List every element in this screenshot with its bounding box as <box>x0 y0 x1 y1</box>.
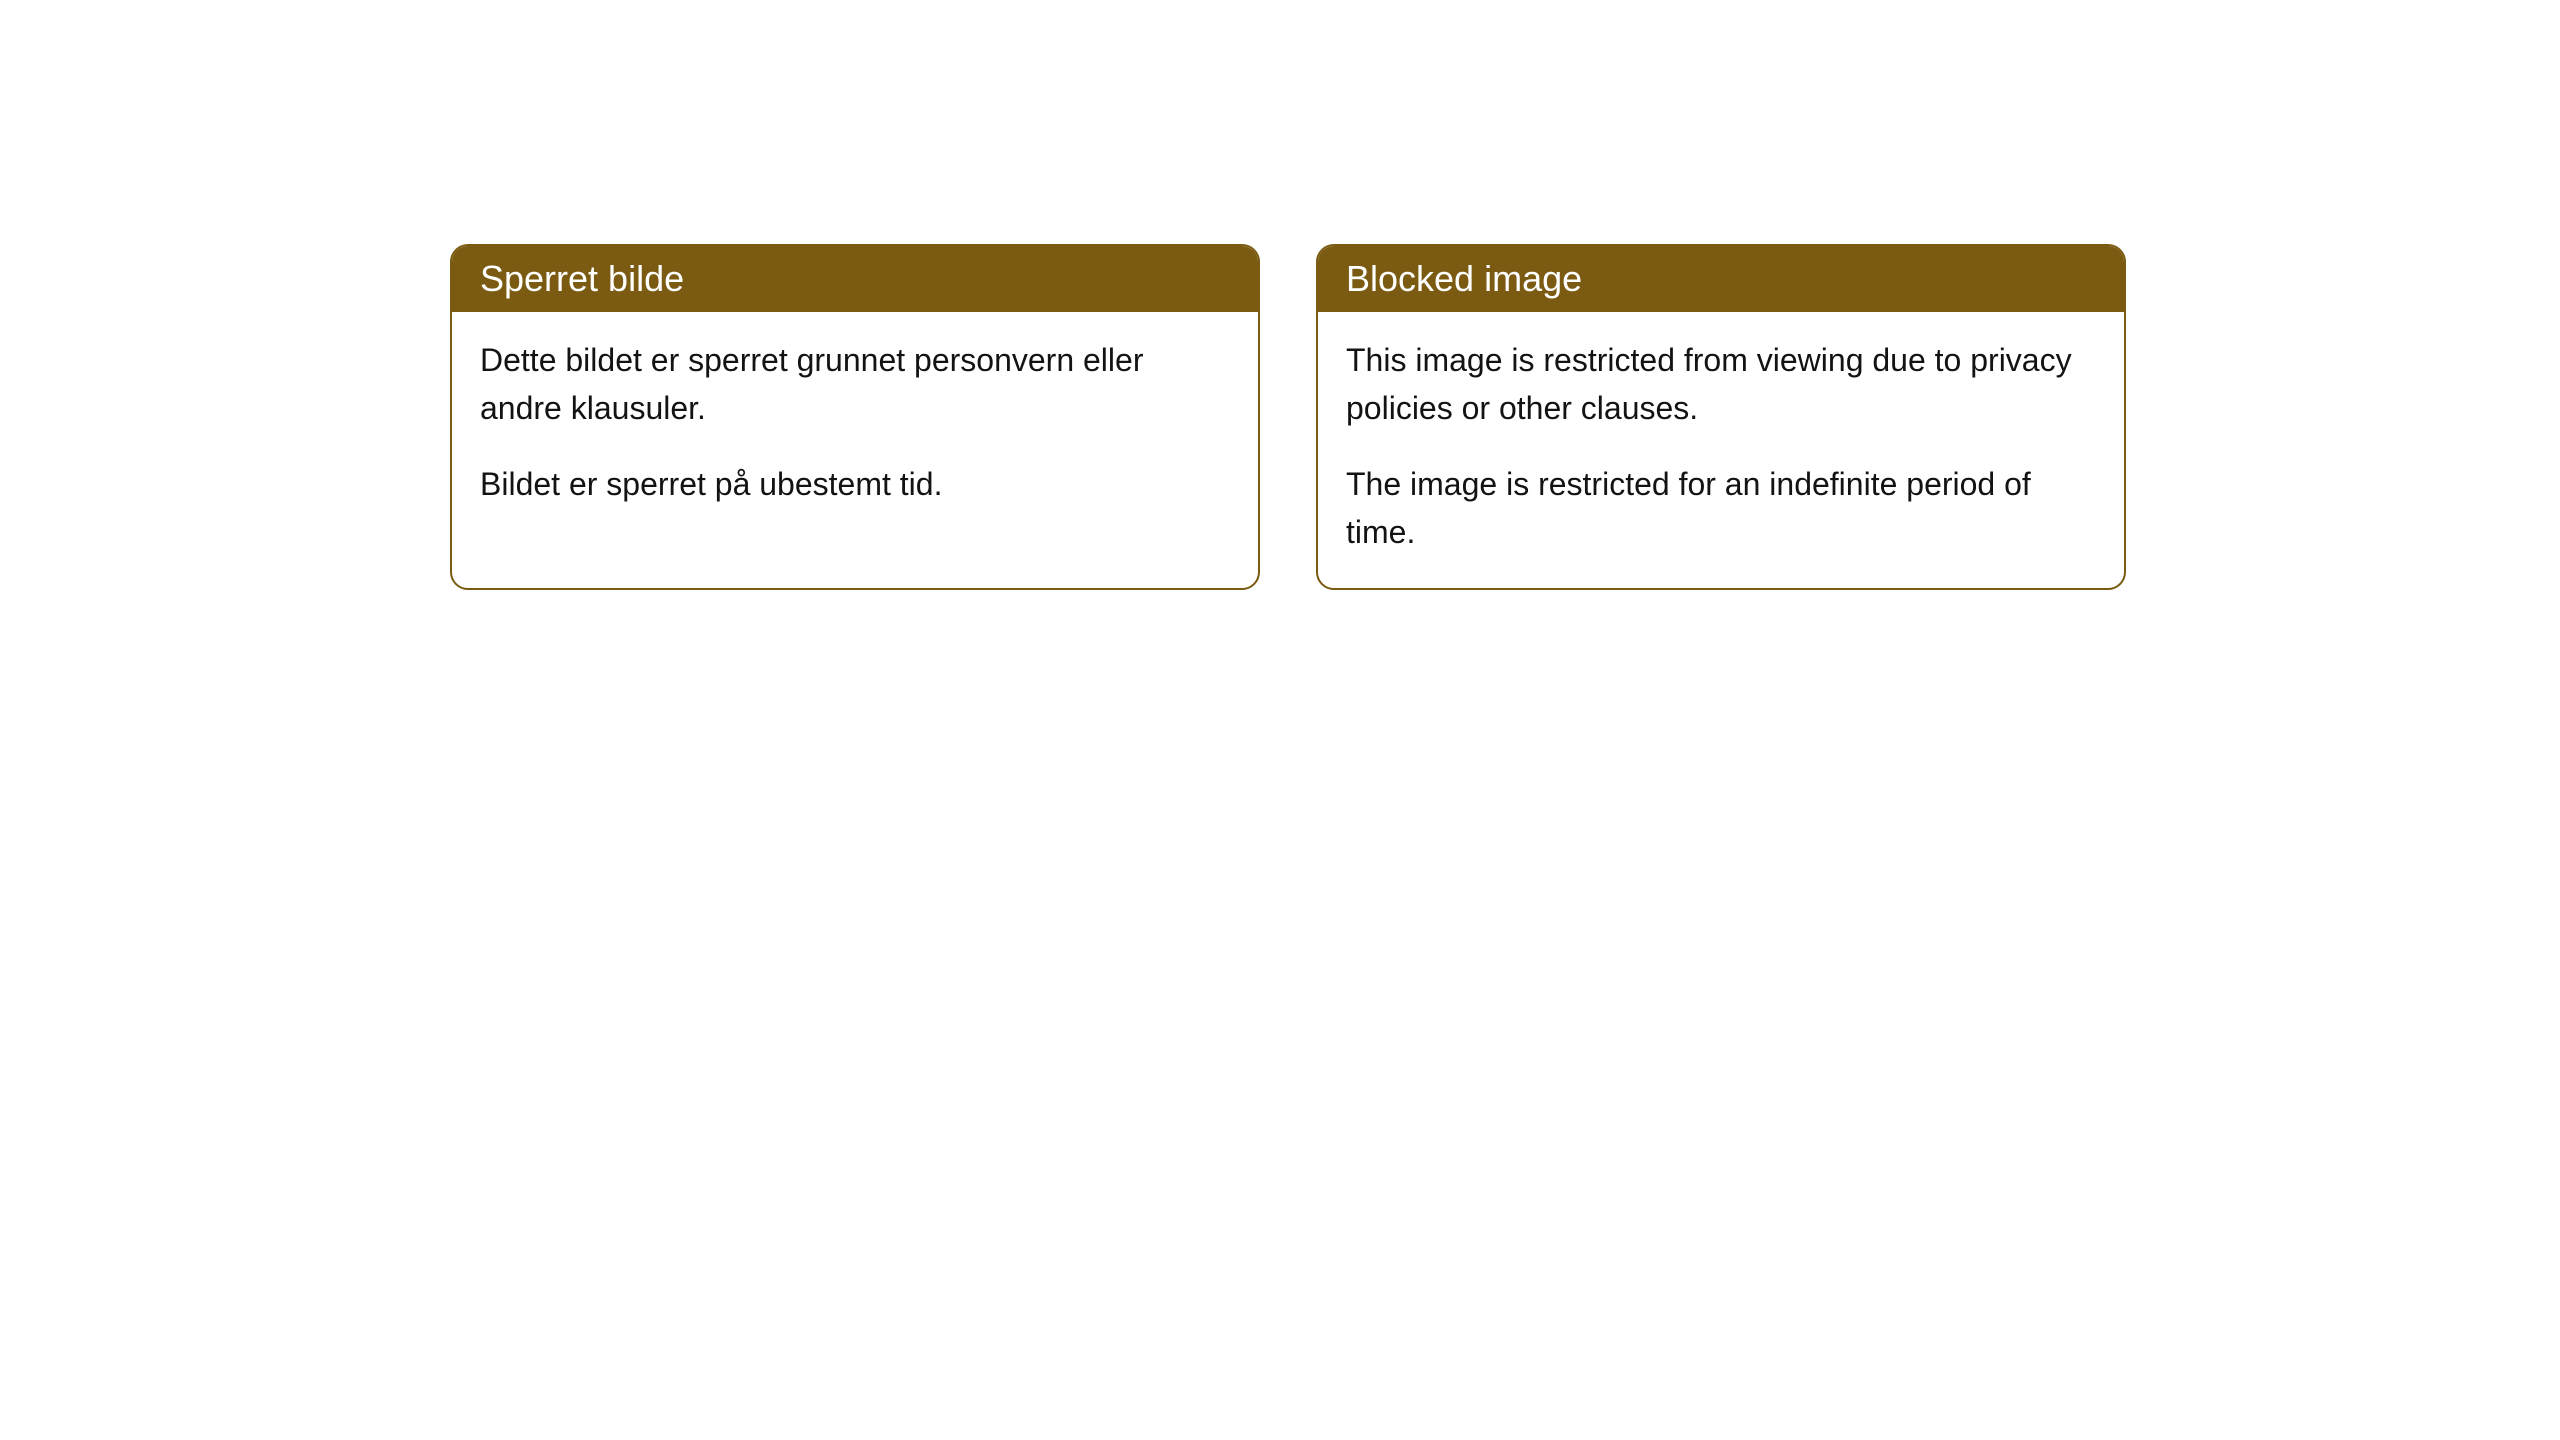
card-title: Blocked image <box>1346 258 1582 299</box>
card-header: Blocked image <box>1318 246 2124 312</box>
card-paragraph: This image is restricted from viewing du… <box>1346 336 2096 432</box>
card-body: Dette bildet er sperret grunnet personve… <box>452 312 1258 540</box>
card-paragraph: Bildet er sperret på ubestemt tid. <box>480 460 1230 508</box>
card-paragraph: The image is restricted for an indefinit… <box>1346 460 2096 556</box>
blocked-image-card-norwegian: Sperret bilde Dette bildet er sperret gr… <box>450 244 1260 590</box>
card-body: This image is restricted from viewing du… <box>1318 312 2124 588</box>
blocked-image-card-english: Blocked image This image is restricted f… <box>1316 244 2126 590</box>
card-title: Sperret bilde <box>480 258 684 299</box>
card-header: Sperret bilde <box>452 246 1258 312</box>
card-paragraph: Dette bildet er sperret grunnet personve… <box>480 336 1230 432</box>
notice-cards-container: Sperret bilde Dette bildet er sperret gr… <box>450 244 2126 590</box>
